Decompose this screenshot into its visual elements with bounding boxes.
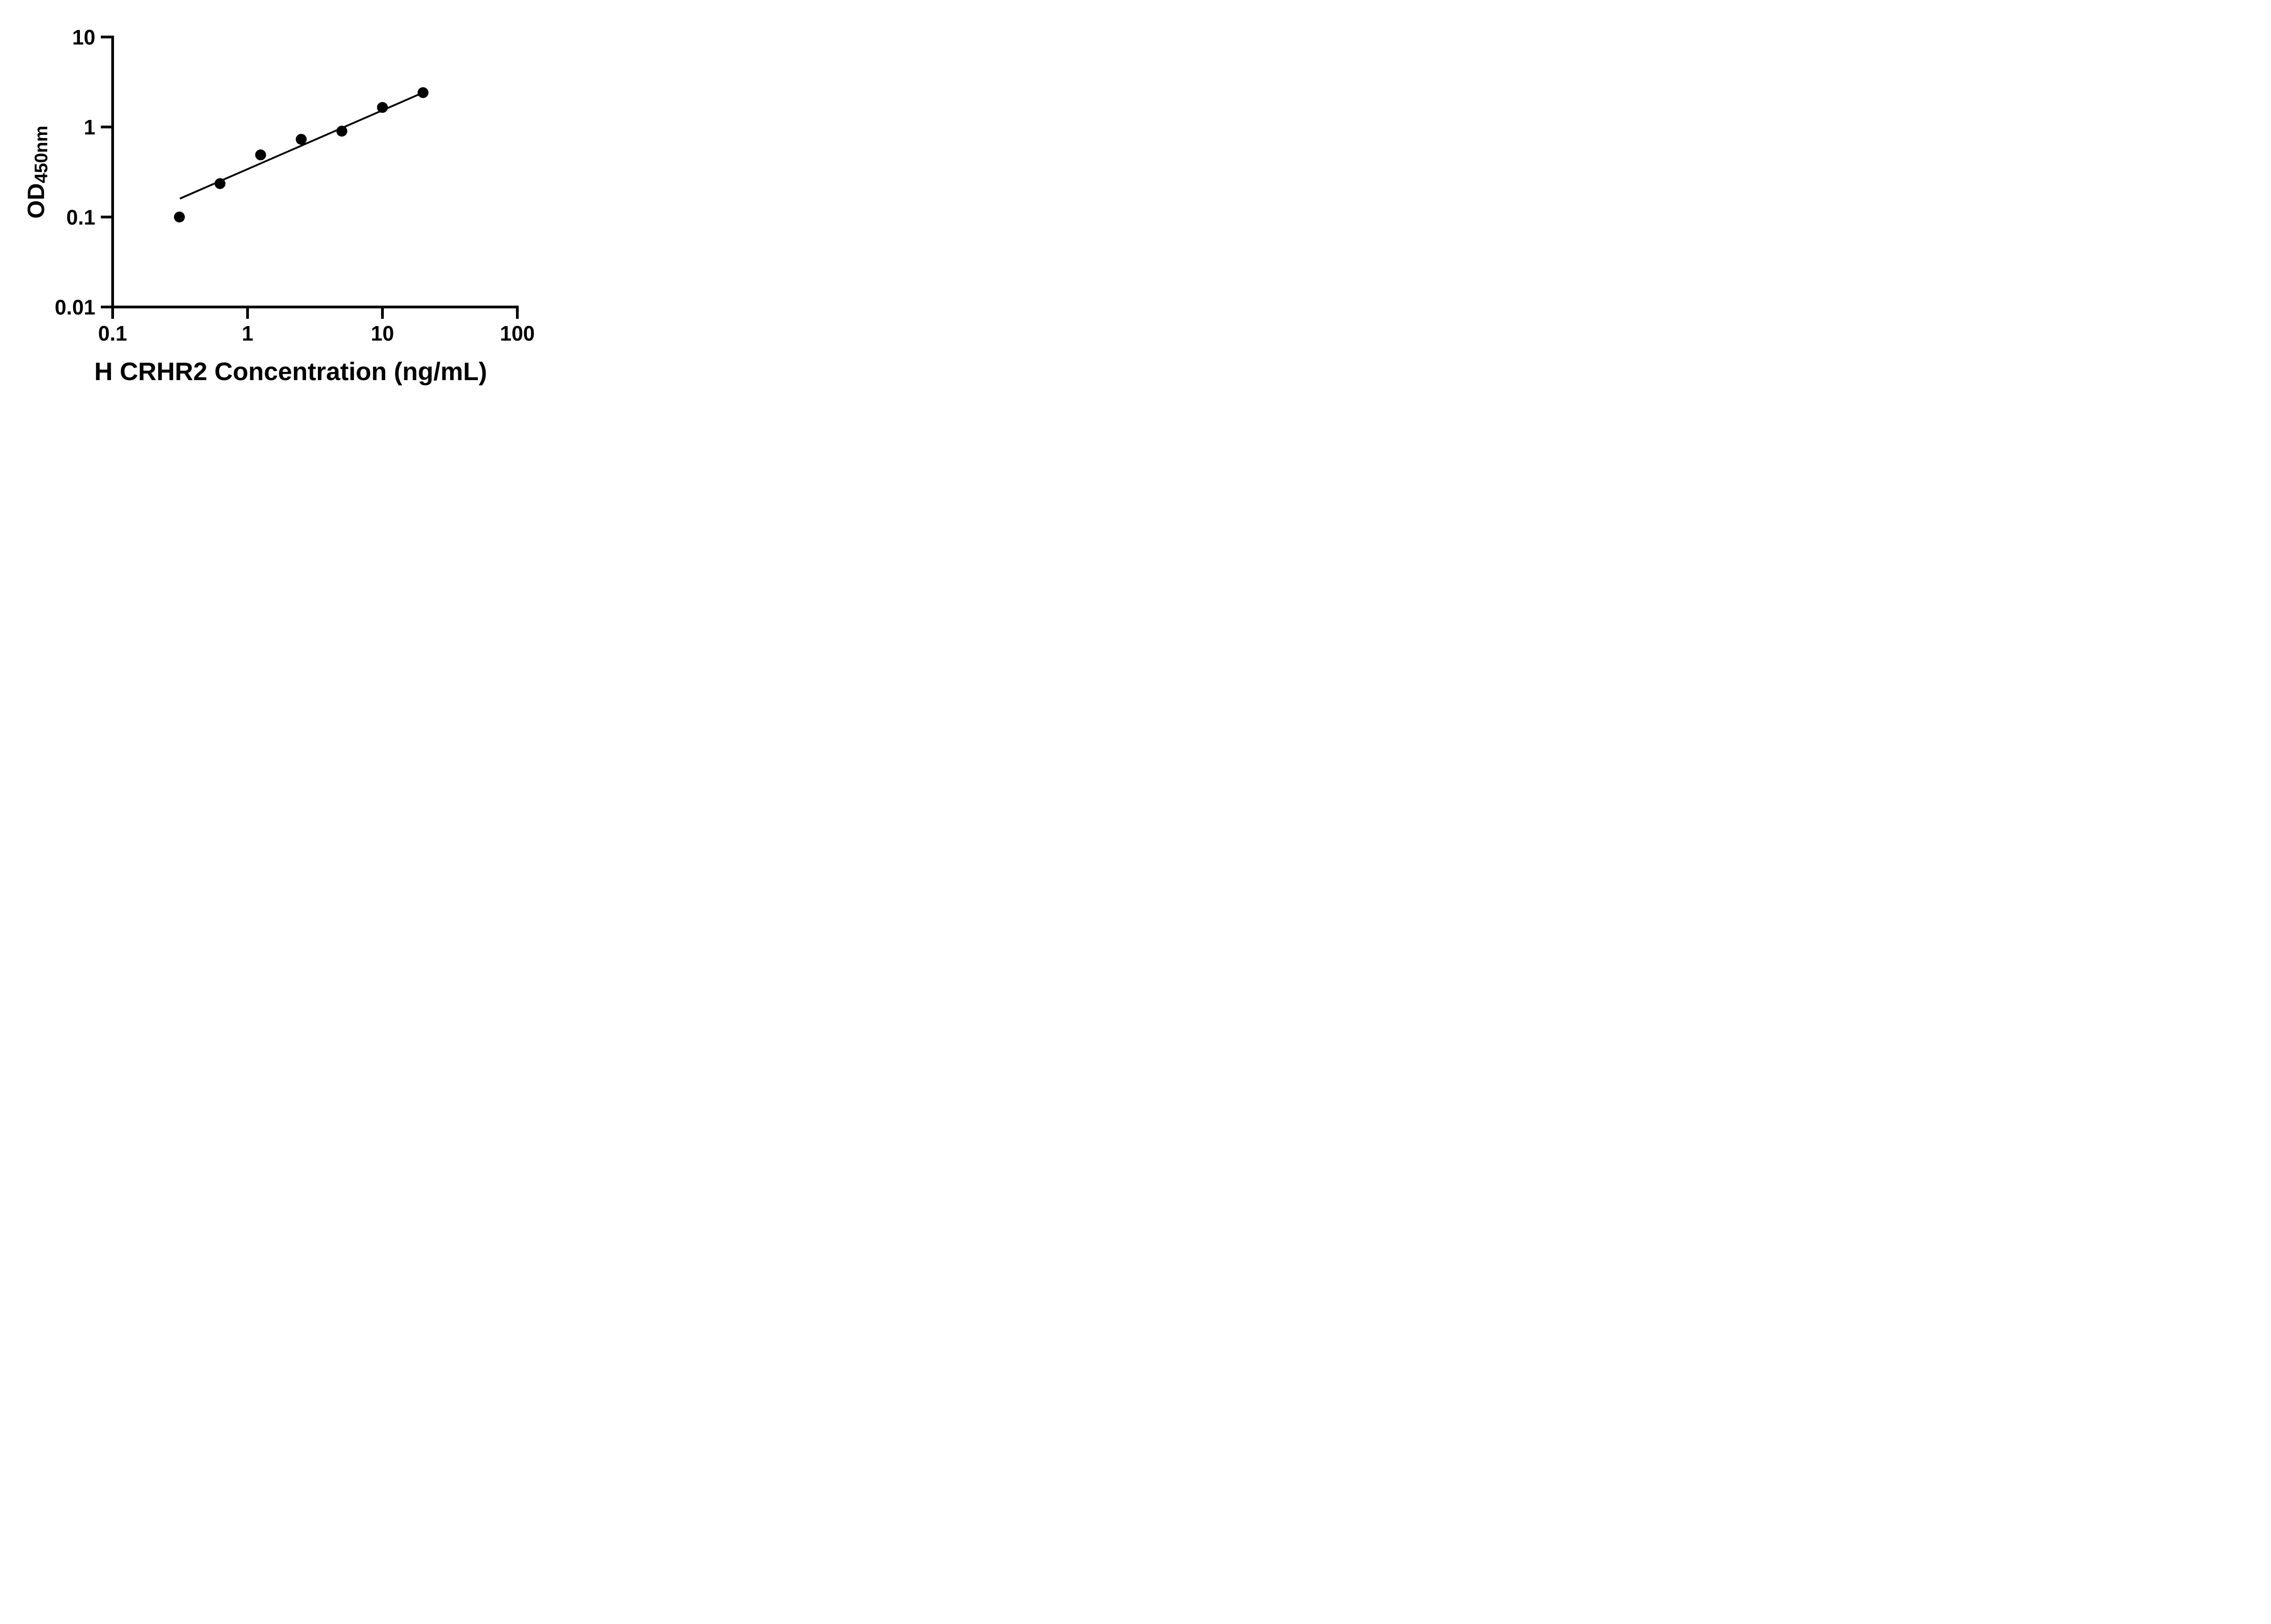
data-point — [174, 211, 185, 223]
y-axis-title: OD 450nm — [23, 125, 51, 219]
x-tick-label: 1 — [242, 322, 253, 345]
y-tick-label: 0.01 — [55, 296, 95, 319]
data-point — [255, 149, 266, 161]
data-point — [336, 125, 347, 137]
data-point — [296, 134, 307, 145]
elisa-standard-curve-figure: 0.1 1 10 100 0.01 0.1 1 10 H CRHR2 Concentratio… — [0, 0, 581, 402]
data-point — [214, 178, 226, 189]
y-axis-title-subscript: 450nm — [31, 125, 51, 183]
data-point — [377, 102, 388, 113]
data-point — [417, 87, 429, 98]
x-tick-label: 10 — [371, 322, 394, 345]
x-tick-label: 100 — [500, 322, 535, 345]
y-tick-label: 10 — [72, 25, 95, 49]
x-tick-label: 0.1 — [98, 322, 127, 345]
y-tick-label: 1 — [84, 115, 95, 139]
y-axis-title-main: OD — [23, 183, 50, 219]
y-tick-label: 0.1 — [66, 205, 95, 229]
x-axis-title: H CRHR2 Concentration (ng/mL) — [94, 357, 487, 386]
